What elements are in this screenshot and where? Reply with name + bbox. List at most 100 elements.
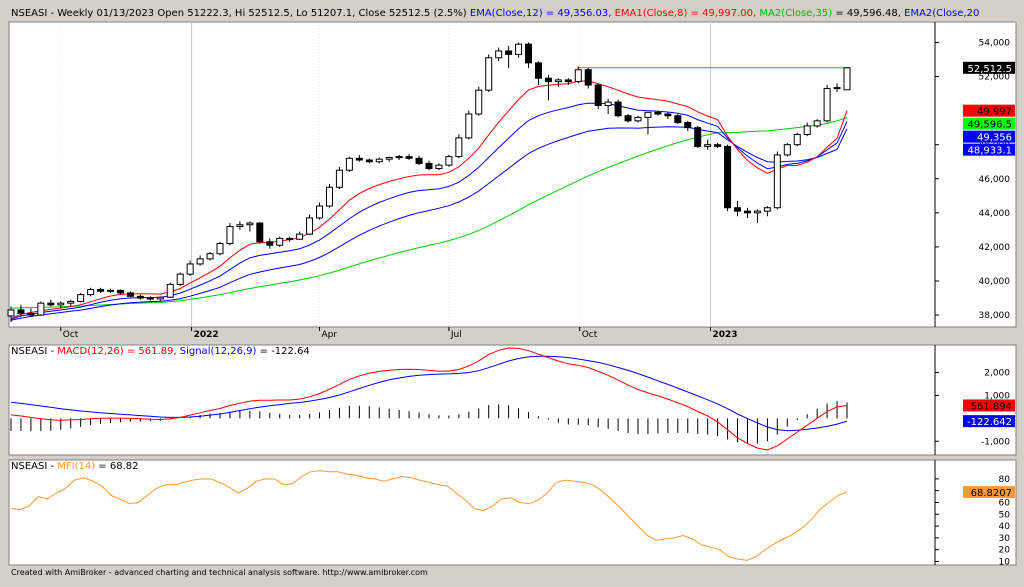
candle-down xyxy=(674,115,682,124)
macd-y-tick-label: 2,000 xyxy=(984,369,1010,379)
candle-up xyxy=(475,89,483,115)
candle-up xyxy=(704,144,712,147)
candle-up xyxy=(783,144,791,156)
candle-up xyxy=(495,50,503,59)
x-tick-label: Jul xyxy=(450,330,462,340)
price-tag: 49,997 xyxy=(977,107,1012,118)
mfi-pane xyxy=(8,459,1017,566)
macd-pane-title: NSEASI - MACD(12,26) = 561.89, Signal(12… xyxy=(11,346,310,357)
candle-up xyxy=(395,156,403,159)
candle-up xyxy=(325,186,333,207)
candle-up xyxy=(604,101,612,106)
candle-up xyxy=(206,253,214,260)
title-indicator: MA2(Close,35) xyxy=(759,8,835,19)
mfi-title-part: = 68.82 xyxy=(95,461,138,472)
y-tick-label: 40,000 xyxy=(979,277,1011,287)
candle-up xyxy=(7,309,15,317)
candle-up xyxy=(644,111,652,118)
price-tag: 49,356 xyxy=(977,133,1012,144)
candle-up xyxy=(375,158,383,163)
candle-up xyxy=(276,237,284,246)
price-tag: 49,596.5 xyxy=(967,120,1012,131)
macd-tag-bg xyxy=(963,399,1015,412)
candle-down xyxy=(126,292,134,297)
title-main: NSEASI - Weekly 01/13/2023 Open 51222.3,… xyxy=(11,8,470,19)
price-pane xyxy=(8,21,1017,328)
candle-up xyxy=(833,87,841,90)
price-pane-title: NSEASI - Weekly 01/13/2023 Open 51222.3,… xyxy=(11,8,979,19)
macd-tag-bg xyxy=(963,415,1015,428)
candle-down xyxy=(594,84,602,106)
candle-down xyxy=(584,69,592,86)
mfi-tag-bg xyxy=(963,486,1015,499)
price-tag-bg xyxy=(963,104,1015,117)
candle-up xyxy=(753,210,761,214)
candle-up xyxy=(176,273,184,285)
candle-up xyxy=(465,113,473,139)
title-indicator: EMA1(Close,8) = 49,997.00, xyxy=(615,8,760,19)
mfi-line xyxy=(10,470,848,561)
candle-up xyxy=(236,224,244,227)
y-tick-label: 38,000 xyxy=(979,311,1011,321)
candle-up xyxy=(763,207,771,212)
candle-up xyxy=(385,156,393,160)
macd-title-part: = -122.64 xyxy=(256,346,309,357)
mfi-pane-title: NSEASI - MFI(14) = 68.82 xyxy=(11,461,138,472)
candle-down xyxy=(564,79,572,83)
y-tick-label: 42,000 xyxy=(979,243,1011,253)
candle-up xyxy=(335,169,343,188)
candle-up xyxy=(813,120,821,127)
candle-down xyxy=(654,111,662,115)
title-indicator: EMA2(Close,20 xyxy=(904,8,979,19)
candle-up xyxy=(226,225,234,245)
candle-up xyxy=(306,217,314,235)
price-tag-bg xyxy=(963,130,1015,143)
candle-down xyxy=(614,101,622,117)
macd-y-tick-label: -1,000 xyxy=(981,437,1010,447)
candle-up xyxy=(57,302,65,306)
mfi-tag: 68.8207 xyxy=(971,488,1012,499)
candle-down xyxy=(743,210,751,214)
candle-down xyxy=(544,77,552,83)
price-tag-bg xyxy=(963,143,1015,156)
candle-down xyxy=(724,145,732,209)
macd-y-tick-label: 1,000 xyxy=(984,391,1010,401)
candle-up xyxy=(345,157,353,171)
candle-up xyxy=(166,283,174,298)
candle-up xyxy=(793,133,801,146)
macd-tag: 561.894 xyxy=(971,401,1012,412)
candle-down xyxy=(256,222,264,243)
candle-up xyxy=(316,205,324,219)
candle-up xyxy=(296,233,304,240)
mfi-y-tick-label: 60 xyxy=(999,498,1011,508)
macd-title-part: Signal(12,26,9) xyxy=(180,346,257,357)
candle-down xyxy=(97,289,105,292)
candle-up xyxy=(107,289,115,292)
candle-up xyxy=(445,156,453,166)
candle-up xyxy=(87,289,95,296)
candle-up xyxy=(515,43,523,55)
mfi-y-tick-label: 20 xyxy=(999,546,1011,556)
candle-down xyxy=(116,289,124,294)
candle-up xyxy=(554,79,562,83)
mfi-y-tick-label: 80 xyxy=(999,475,1011,485)
x-tick-label: 2022 xyxy=(194,330,219,340)
y-tick-label: 46,000 xyxy=(979,175,1011,185)
x-tick-label: Oct xyxy=(63,330,79,340)
candle-up xyxy=(246,222,254,226)
candle-up xyxy=(77,294,85,302)
title-indicator: = 49,596.48, xyxy=(835,8,904,19)
footer-credit: Created with AmiBroker - advanced charti… xyxy=(11,568,428,577)
macd-signal-line xyxy=(10,355,848,432)
candle-up xyxy=(186,263,194,275)
candle-up xyxy=(803,125,811,135)
candle-up xyxy=(216,243,224,255)
candle-down xyxy=(684,122,692,129)
candle-up xyxy=(37,302,45,316)
macd-title-part: MACD(12,26) = 561.89, xyxy=(57,346,180,357)
macd-pane xyxy=(8,344,1017,456)
title-indicator: EMA(Close,12) = 49,356.03, xyxy=(470,8,615,19)
candle-down xyxy=(146,297,154,300)
